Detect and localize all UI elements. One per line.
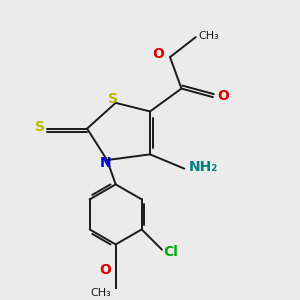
- Text: S: S: [108, 92, 118, 106]
- Text: CH₃: CH₃: [199, 31, 219, 41]
- Text: NH₂: NH₂: [189, 160, 218, 174]
- Text: Cl: Cl: [163, 245, 178, 260]
- Text: N: N: [100, 156, 112, 170]
- Text: O: O: [152, 47, 164, 61]
- Text: O: O: [100, 263, 111, 277]
- Text: O: O: [217, 89, 229, 103]
- Text: CH₃: CH₃: [91, 288, 111, 298]
- Text: S: S: [35, 120, 45, 134]
